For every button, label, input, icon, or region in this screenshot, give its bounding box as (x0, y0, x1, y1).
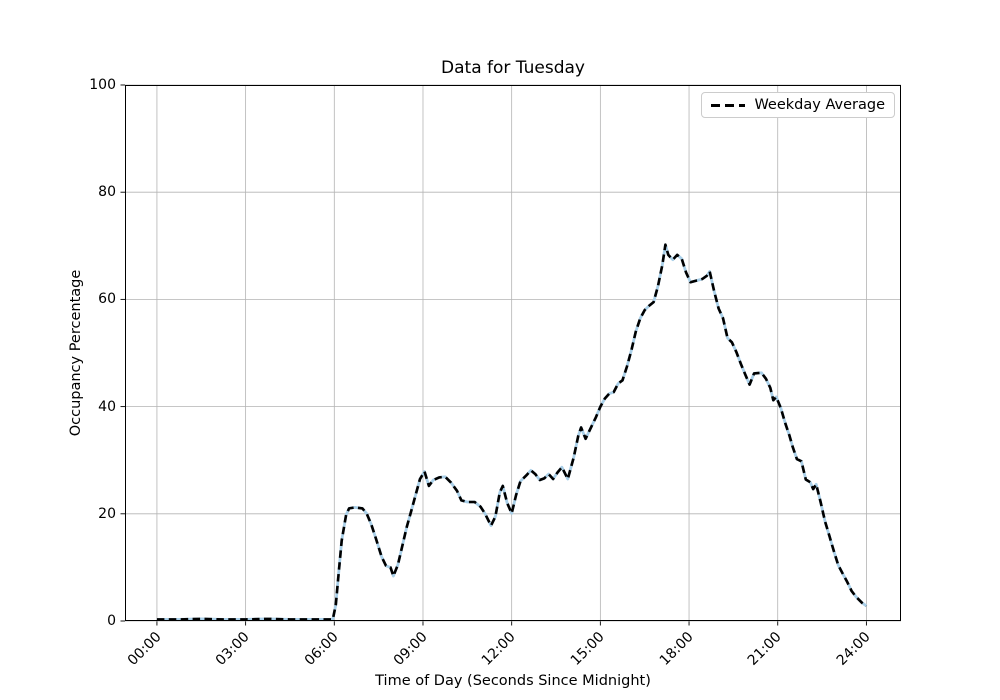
y-tick-label: 80 (98, 184, 116, 201)
y-tick-label: 40 (98, 398, 116, 415)
x-tick-label: 06:00 (301, 629, 342, 669)
x-tick-label: 21:00 (745, 629, 786, 669)
y-tick-label: 0 (107, 613, 116, 629)
y-tick-label: 60 (98, 291, 116, 308)
x-tick-label: 18:00 (656, 629, 697, 669)
x-tick-label: 24:00 (833, 629, 874, 669)
y-tick-label: 100 (89, 77, 116, 93)
chart-title: Data for Tuesday (441, 58, 585, 78)
y-tick-label: 20 (98, 505, 116, 522)
x-axis-label: Time of Day (Seconds Since Midnight) (375, 673, 651, 689)
chart-canvas (120, 84, 901, 626)
series-weekday-average-line (156, 243, 868, 621)
legend-label: Weekday Average (754, 97, 885, 113)
plot-spines (125, 85, 901, 621)
plot-area: Weekday Average (120, 84, 901, 626)
x-tick-label: 00:00 (124, 629, 165, 669)
x-tick-label: 12:00 (479, 629, 519, 669)
x-tick-label: 03:00 (213, 629, 253, 669)
x-tick-label: 09:00 (390, 629, 431, 669)
x-tick-label: 15:00 (567, 629, 608, 669)
legend: Weekday Average (701, 92, 895, 118)
dashed-line-sample (711, 103, 746, 107)
